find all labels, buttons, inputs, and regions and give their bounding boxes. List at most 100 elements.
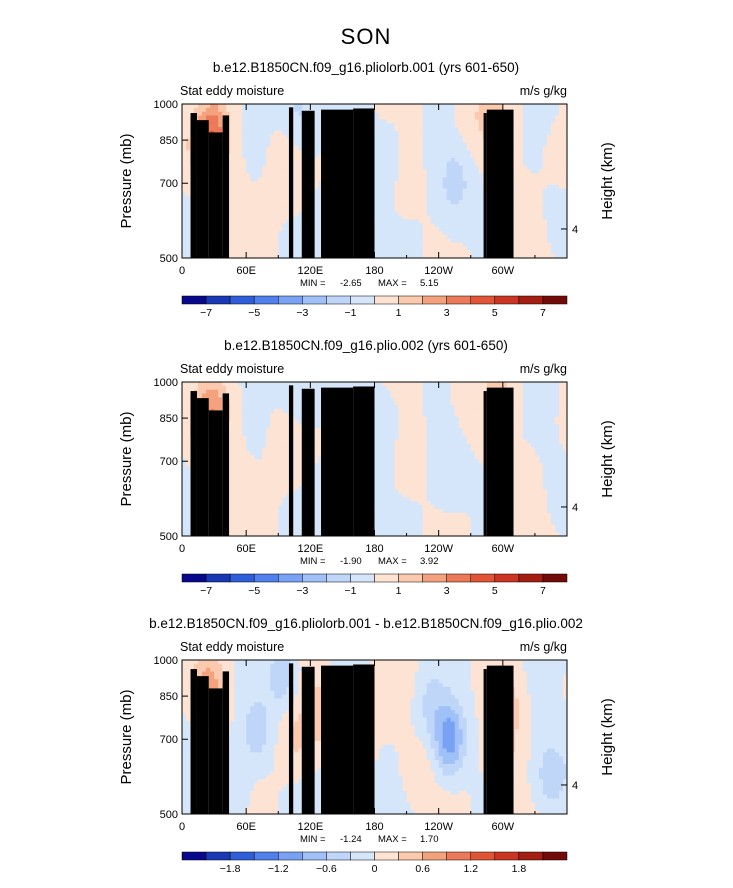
contour-cell	[434, 107, 440, 113]
contour-cell	[298, 142, 303, 147]
contour-cell	[238, 408, 243, 414]
contour-cell	[542, 119, 548, 124]
contour-cell	[342, 382, 347, 387]
contour-cell	[426, 219, 432, 224]
contour-cell	[398, 150, 403, 155]
contour-cell	[426, 242, 432, 247]
contour-cell	[542, 204, 548, 209]
contour-cell	[418, 130, 424, 136]
contour-cell	[398, 250, 403, 255]
contour-cell	[462, 142, 468, 147]
contour-cell	[462, 123, 468, 128]
contour-cell	[462, 238, 468, 243]
contour-cell	[250, 150, 255, 155]
contour-cell	[182, 104, 187, 109]
contour-cell	[450, 119, 456, 124]
contour-cell	[182, 115, 187, 120]
contour-cell	[238, 231, 243, 236]
contour-cell	[470, 200, 476, 205]
contour-cell	[462, 138, 468, 143]
contour-cell	[434, 169, 440, 174]
contour-cell	[474, 150, 480, 155]
contour-cell	[414, 127, 420, 132]
contour-cell	[406, 385, 411, 391]
contour-cell	[538, 408, 544, 414]
contour-cell	[398, 154, 403, 159]
contour-cell	[474, 250, 480, 255]
contour-cell	[270, 150, 275, 155]
contour-cell	[246, 405, 251, 410]
contour-cell	[402, 397, 407, 402]
contour-cell	[402, 250, 407, 255]
contour-cell	[406, 146, 411, 151]
contour-cell	[250, 254, 255, 259]
contour-cell	[294, 231, 299, 236]
contour-cell	[386, 127, 391, 132]
contour-cell	[386, 393, 391, 398]
contour-cell	[298, 104, 303, 109]
contour-cell	[562, 215, 568, 220]
contour-cell	[554, 157, 560, 163]
contour-cell	[526, 204, 532, 209]
contour-cell	[434, 397, 440, 402]
contour-cell	[238, 382, 243, 387]
contour-cell	[542, 389, 548, 394]
contour-cell	[394, 104, 399, 109]
contour-cell	[318, 146, 323, 151]
contour-cell	[270, 223, 275, 228]
contour-cell	[338, 382, 343, 387]
contour-cell	[418, 169, 424, 174]
contour-cell	[234, 219, 239, 224]
contour-cell	[474, 246, 480, 251]
contour-cell	[534, 204, 540, 209]
contour-cell	[538, 412, 544, 418]
contour-cell	[518, 138, 524, 143]
contour-cell	[410, 401, 415, 406]
contour-cell	[250, 154, 255, 159]
contour-cell	[390, 242, 395, 247]
contour-cell	[522, 184, 528, 190]
contour-cell	[270, 142, 275, 147]
contour-cell	[294, 408, 299, 414]
contour-cell	[286, 157, 291, 163]
contour-cell	[374, 254, 379, 259]
contour-cell	[422, 123, 428, 128]
contour-cell	[514, 134, 520, 140]
contour-cell	[402, 115, 407, 120]
contour-cell	[478, 420, 484, 425]
contour-cell	[274, 420, 279, 425]
contour-cell	[426, 412, 432, 418]
contour-cell	[434, 192, 440, 197]
contour-cell	[274, 127, 279, 132]
contour-cell	[270, 227, 275, 232]
contour-cell	[294, 204, 299, 209]
contour-cell	[242, 215, 247, 220]
contour-cell	[462, 150, 468, 155]
contour-cell	[266, 154, 271, 159]
contour-cell	[546, 231, 552, 236]
contour-cell	[470, 405, 476, 410]
contour-cell	[518, 246, 524, 251]
contour-cell	[438, 184, 444, 190]
contour-cell	[294, 169, 299, 174]
contour-cell	[426, 104, 432, 109]
contour-cell	[218, 111, 223, 116]
contour-cell	[410, 165, 415, 170]
contour-cell	[434, 207, 440, 213]
contour-cell	[278, 254, 283, 259]
contour-cell	[250, 119, 255, 124]
contour-cell	[386, 165, 391, 170]
contour-cell	[514, 254, 520, 259]
contour-cell	[406, 173, 411, 178]
contour-cell	[466, 204, 472, 209]
contour-cell	[454, 111, 460, 116]
contour-cell	[282, 408, 287, 414]
contour-cell	[294, 211, 299, 217]
contour-cell	[450, 405, 456, 410]
contour-cell	[298, 242, 303, 247]
contour-cell	[406, 223, 411, 228]
contour-cell	[406, 227, 411, 232]
contour-cell	[554, 119, 560, 124]
contour-cell	[226, 385, 231, 391]
contour-cell	[390, 150, 395, 155]
